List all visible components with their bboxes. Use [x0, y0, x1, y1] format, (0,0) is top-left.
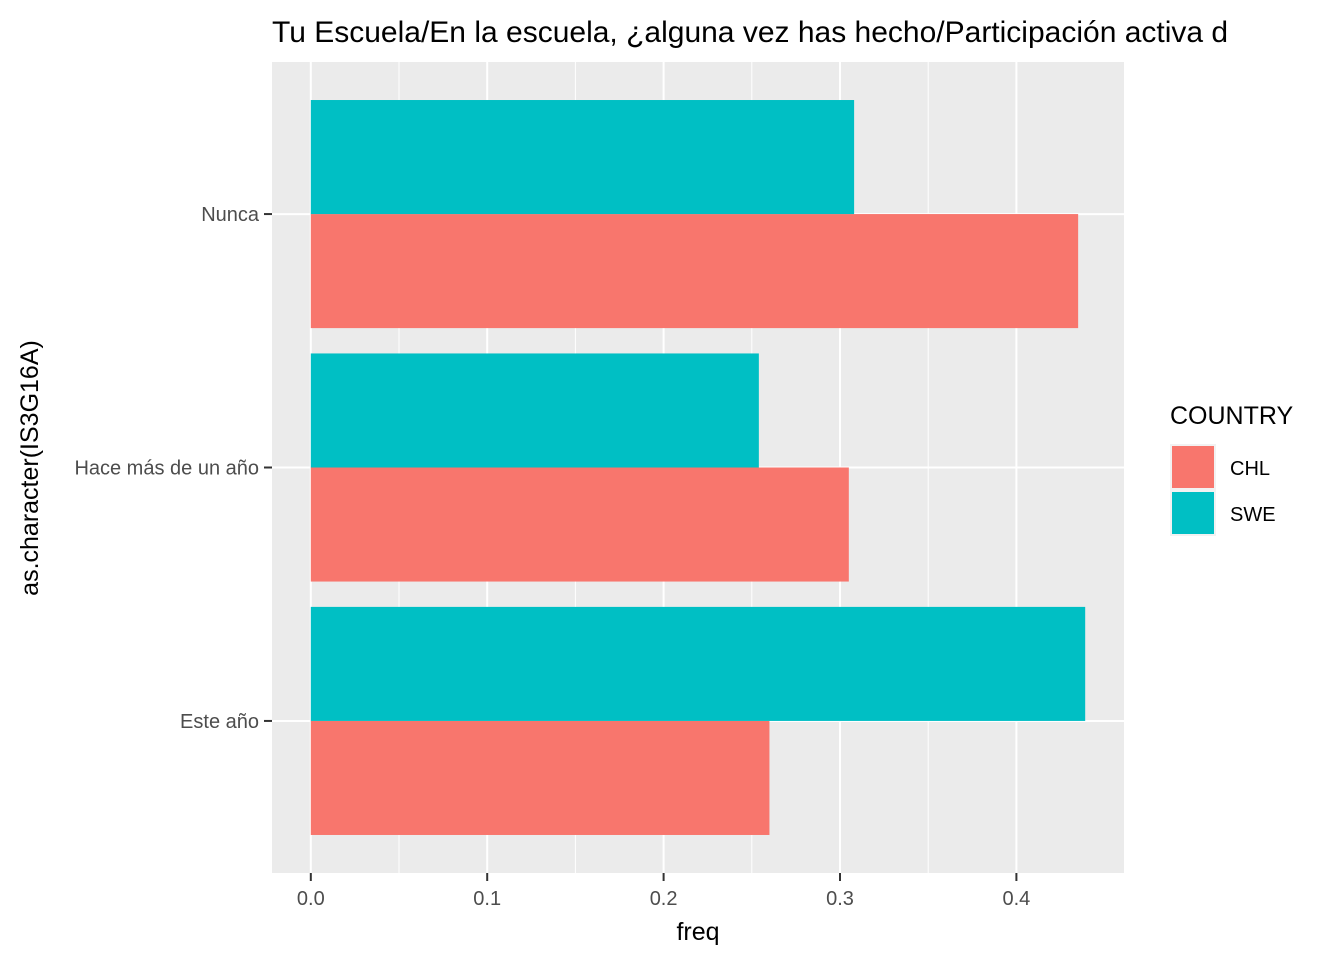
x-axis: 0.0 0.1 0.2 0.3 0.4: [297, 873, 1030, 910]
bar-chl: [310, 467, 849, 582]
bar-chl: [310, 214, 1079, 329]
y-tick-label: Nunca: [201, 204, 260, 226]
x-tick-label: 0.4: [1002, 888, 1030, 910]
x-tick-label: 0.3: [826, 888, 854, 910]
x-tick-label: 0.0: [297, 888, 325, 910]
x-tick-label: 0.1: [473, 888, 501, 910]
legend-title: COUNTRY: [1170, 402, 1293, 430]
legend-key-chl: [1172, 446, 1214, 488]
bar-swe: [310, 606, 1086, 721]
x-tick-label: 0.2: [650, 888, 678, 910]
bars: [310, 100, 1086, 835]
bar-swe: [310, 353, 759, 468]
chart-title: Tu Escuela/En la escuela, ¿alguna vez ha…: [272, 16, 1228, 49]
legend: COUNTRY CHL SWE: [1170, 402, 1293, 536]
x-axis-title: freq: [676, 918, 719, 946]
y-axis: Este año Hace más de un año Nunca: [74, 204, 272, 733]
bar-swe: [310, 100, 855, 215]
y-axis-title: as.character(IS3G16A): [16, 340, 44, 596]
legend-label: CHL: [1230, 458, 1270, 480]
legend-key-swe: [1172, 492, 1214, 534]
y-tick-label: Este año: [180, 711, 259, 733]
legend-label: SWE: [1230, 504, 1276, 526]
y-tick-label: Hace más de un año: [74, 458, 259, 480]
bar-chl: [310, 720, 770, 835]
